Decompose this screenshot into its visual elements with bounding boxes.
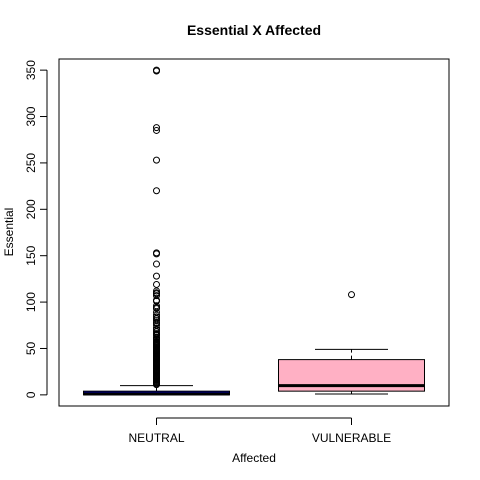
boxes	[84, 67, 425, 395]
y-tick-label: 250	[24, 153, 38, 173]
chart-title: Essential X Affected	[187, 22, 321, 38]
outlier-point	[154, 188, 160, 194]
y-tick-label: 150	[24, 245, 38, 265]
outlier-point	[154, 157, 160, 163]
outlier-point	[154, 273, 160, 279]
outlier-point	[154, 281, 160, 287]
y-tick-label: 50	[24, 341, 38, 355]
box-group	[279, 292, 425, 394]
y-tick-label: 350	[24, 60, 38, 80]
outlier-point	[154, 261, 160, 267]
plot-frame	[59, 59, 449, 406]
box-group	[84, 67, 230, 395]
outlier-point	[349, 292, 355, 298]
x-axis-label: Affected	[232, 451, 276, 465]
y-tick-label: 300	[24, 106, 38, 126]
x-axis: NEUTRAL VULNERABLE	[128, 418, 391, 445]
x-tick-label: NEUTRAL	[128, 431, 184, 445]
x-tick-label: VULNERABLE	[312, 431, 391, 445]
y-tick-label: 200	[24, 199, 38, 219]
y-tick-label: 100	[24, 292, 38, 312]
y-axis: 0 50 100 150 200 250 300 350	[24, 60, 47, 398]
y-axis-label: Essential	[2, 208, 16, 257]
y-tick-label: 0	[24, 391, 38, 398]
